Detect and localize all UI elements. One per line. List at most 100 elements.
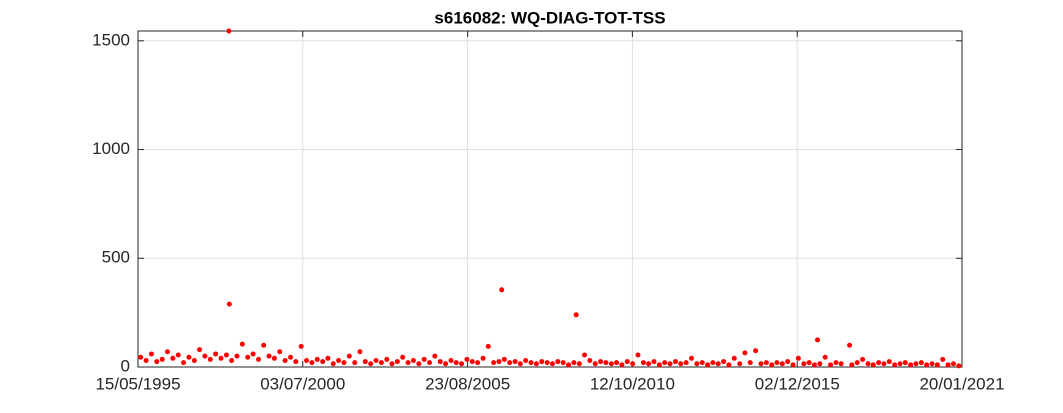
point (560, 360, 566, 366)
point (266, 353, 272, 359)
point (378, 360, 384, 366)
point (779, 361, 785, 367)
point (341, 360, 347, 366)
point (485, 343, 491, 349)
point (731, 355, 737, 361)
point (688, 355, 694, 361)
point (544, 360, 550, 366)
point (539, 359, 545, 365)
point (854, 360, 860, 366)
point (255, 356, 261, 362)
point (213, 351, 219, 357)
point (469, 359, 475, 365)
point (913, 361, 919, 367)
point (226, 301, 232, 307)
point (499, 287, 505, 293)
point (870, 362, 876, 368)
point (464, 356, 470, 362)
point (828, 362, 834, 368)
point (261, 342, 267, 348)
point (245, 354, 251, 360)
point (517, 361, 523, 367)
point (234, 353, 240, 359)
chart-title: s616082: WQ-DIAG-TOT-TSS (434, 8, 665, 27)
point (202, 353, 208, 359)
point (815, 337, 821, 343)
point (405, 360, 411, 366)
point (427, 360, 433, 366)
point (159, 356, 165, 362)
point (635, 352, 641, 358)
point (448, 357, 454, 363)
point (624, 359, 630, 365)
point (223, 352, 229, 358)
point (400, 354, 406, 360)
point (897, 361, 903, 367)
point (282, 357, 288, 363)
point (533, 361, 539, 367)
point (758, 361, 764, 367)
point (523, 357, 529, 363)
point (362, 359, 368, 365)
y-tick-label: 500 (102, 248, 130, 267)
axes-box (137, 30, 963, 368)
point (945, 362, 951, 368)
point (314, 356, 320, 362)
point (785, 359, 791, 365)
point (614, 360, 620, 366)
point (849, 362, 855, 368)
point (416, 361, 422, 367)
point (806, 360, 812, 366)
point (592, 361, 598, 367)
point (491, 360, 497, 366)
point (437, 359, 443, 365)
x-tick-label: 23/08/2005 (425, 374, 510, 393)
y-tick-label: 0 (121, 356, 130, 375)
point (357, 349, 363, 355)
point (801, 361, 807, 367)
point (453, 360, 459, 366)
point (475, 360, 481, 366)
point (191, 357, 197, 363)
point (410, 357, 416, 363)
point (902, 360, 908, 366)
point (352, 360, 358, 366)
point (394, 359, 400, 365)
point (566, 362, 572, 368)
point (250, 351, 256, 357)
x-tick-label: 03/07/2000 (260, 374, 345, 393)
point (226, 28, 232, 34)
point (656, 362, 662, 368)
point (940, 356, 946, 362)
point (950, 361, 956, 367)
point (325, 355, 331, 361)
point (528, 360, 534, 366)
point (239, 341, 245, 347)
point (847, 342, 853, 348)
point (721, 359, 727, 365)
point (432, 353, 438, 359)
point (229, 357, 235, 363)
point (389, 361, 395, 367)
point (603, 360, 609, 366)
point (501, 356, 507, 362)
point (705, 362, 711, 368)
point (271, 355, 277, 361)
point (186, 354, 192, 360)
x-tick-label: 12/10/2010 (590, 374, 675, 393)
point (330, 361, 336, 367)
y-tick-label: 1000 (92, 139, 130, 158)
point (587, 357, 593, 363)
point (667, 361, 673, 367)
point (822, 354, 828, 360)
point (154, 359, 160, 365)
point (288, 354, 294, 360)
point (608, 361, 614, 367)
point (384, 356, 390, 362)
point (148, 351, 154, 357)
point (726, 362, 732, 368)
point (507, 360, 513, 366)
point (293, 359, 299, 365)
point (598, 359, 604, 365)
